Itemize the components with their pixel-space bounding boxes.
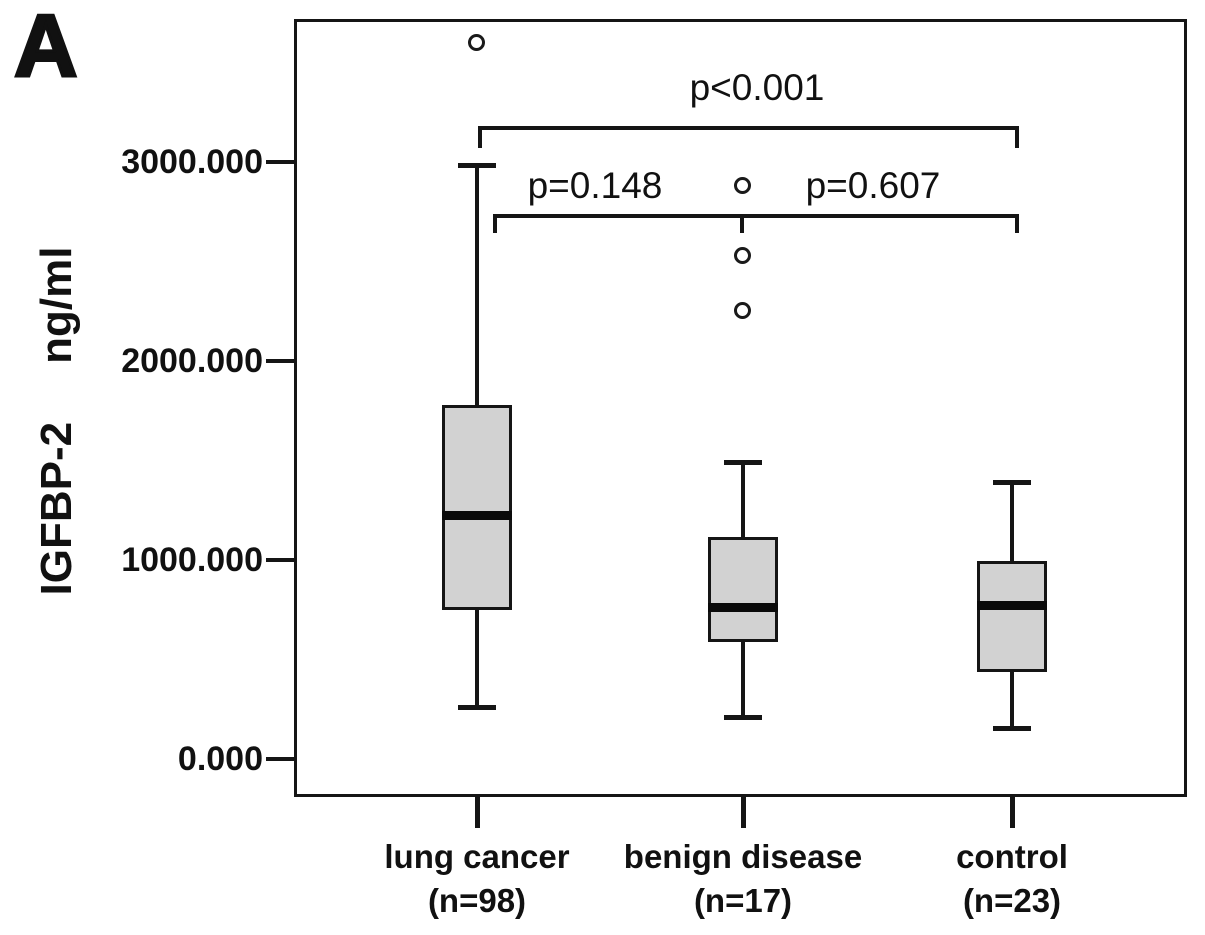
whisker-lower-cap [724,715,762,721]
x-tick-mark [475,795,480,828]
outlier-point [734,176,751,194]
whisker-lower-stem [1010,672,1014,729]
x-category-count: (n=98) [427,882,527,919]
sig-bracket-top-right-tick [1015,126,1019,148]
whisker-upper-cap [724,460,762,466]
x-category-name: control [956,838,1068,875]
whisker-upper-cap [458,162,496,168]
panel-label: A [13,0,80,95]
sig-label-benign-vs-control: p=0.607 [805,165,941,206]
boxplot-box [977,560,1047,673]
outlier-point [734,302,751,320]
whisker-upper-stem [1010,482,1014,561]
y-tick-label: 2000.000 [121,342,263,380]
sig-bracket-top-left-tick [478,126,482,148]
sig-label-lung-vs-benign: p=0.148 [527,165,663,206]
sig-bracket-top-horizontal [478,126,1019,130]
x-tick-mark [1010,795,1015,828]
sig-label-lung-vs-control: p<0.001 [689,67,825,108]
y-tick-mark [266,558,296,562]
whisker-lower-stem [741,641,745,718]
x-category-label: benign disease (n=17) [583,835,903,923]
whisker-lower-cap [458,705,496,711]
x-category-count: (n=17) [693,882,793,919]
sig-bracket-lower-right-tick [1015,214,1019,233]
y-tick-mark [266,160,296,164]
x-category-label: lung cancer (n=98) [317,835,637,923]
y-tick-mark [266,757,296,761]
y-tick-label: 3000.000 [121,143,263,181]
sig-bracket-lower-middle-tick [740,214,744,233]
outlier-point [734,246,751,264]
sig-bracket-lower-horizontal [493,214,1019,218]
boxplot-median [977,600,1047,610]
x-category-label: control (n=23) [852,835,1172,923]
whisker-upper-stem [475,164,479,405]
x-category-name: benign disease [623,838,863,875]
boxplot-median [442,511,512,521]
sig-bracket-lower-left-tick [493,214,497,233]
y-tick-label: 1000.000 [121,541,263,579]
whisker-upper-cap [993,480,1031,486]
whisker-lower-stem [475,609,479,708]
boxplot-box [442,404,512,610]
outlier-point [468,33,485,51]
x-tick-mark [741,795,746,828]
boxplot-median [708,602,778,612]
whisker-upper-stem [741,462,745,538]
y-tick-mark [266,359,296,363]
boxplot-box [708,537,778,642]
whisker-lower-cap [993,726,1031,732]
plot-area-border [294,19,1187,797]
x-category-count: (n=23) [962,882,1062,919]
y-tick-label: 0.000 [177,740,263,778]
x-category-name: lung cancer [384,838,570,875]
